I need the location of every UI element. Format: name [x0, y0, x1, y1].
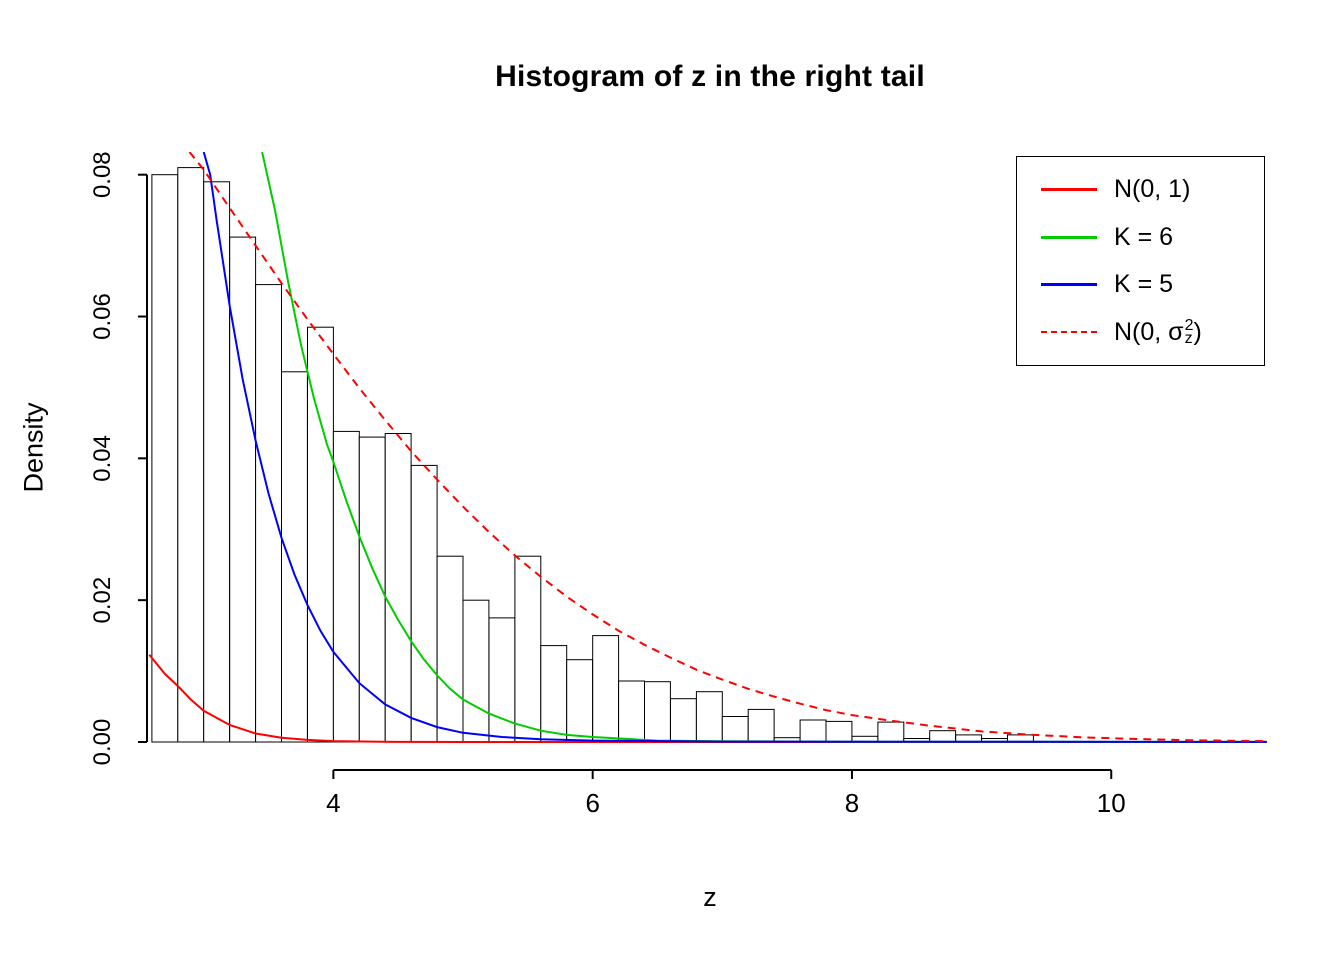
histogram-bar: [929, 730, 957, 743]
chart-title: Histogram of z in the right tail: [495, 60, 925, 93]
histogram-bars: [151, 167, 1034, 743]
legend-line-sample: [1041, 283, 1097, 287]
legend: N(0, 1) K = 6 K = 5 N(0, σ 2 z): [1016, 156, 1265, 366]
histogram-bar: [877, 721, 905, 743]
histogram-bar: [721, 716, 749, 743]
x-axis-tick-label: 4: [326, 788, 340, 818]
curve-k6: [261, 152, 1267, 743]
x-axis-tick-label: 6: [585, 788, 599, 818]
y-axis-tick-label: 0.04: [89, 435, 116, 482]
histogram-bar: [307, 326, 334, 743]
histogram-bar: [384, 433, 412, 743]
legend-line-sample: [1041, 188, 1097, 192]
legend-item: K = 6: [1041, 223, 1264, 252]
histogram-bar: [203, 181, 231, 743]
histogram-bar: [592, 635, 620, 743]
histogram-bar: [358, 436, 386, 743]
histogram-bar: [825, 720, 853, 743]
legend-label: K = 6: [1114, 222, 1174, 251]
histogram-bar: [670, 698, 697, 743]
histogram-bar: [488, 617, 516, 743]
histogram-bar: [644, 681, 671, 743]
curve-n0sigma: [188, 152, 1267, 743]
histogram-bar: [514, 555, 542, 743]
legend-line-sample: [1041, 235, 1097, 239]
y-axis-title: Density: [18, 402, 49, 493]
legend-label: N(0, 1): [1114, 175, 1191, 204]
histogram-bar: [255, 284, 283, 743]
histogram-bar: [177, 167, 205, 743]
legend-item: K = 5: [1041, 270, 1264, 299]
y-axis-tick-label: 0.08: [89, 151, 116, 198]
histogram-bar: [151, 174, 179, 743]
y-axis-tick-label: 0.00: [89, 719, 116, 766]
legend-item: N(0, σ 2 z): [1041, 318, 1264, 347]
curve-k5: [202, 152, 1267, 743]
legend-label: K = 5: [1114, 270, 1174, 299]
histogram-bar: [695, 691, 723, 743]
histogram-bar: [332, 430, 360, 743]
histogram-bar: [540, 645, 568, 743]
x-axis-tick-label: 8: [845, 788, 859, 818]
histogram-bar: [436, 555, 464, 743]
histogram-bar: [462, 599, 490, 743]
curve-n01: [148, 654, 1267, 743]
x-axis-title: z: [703, 882, 717, 912]
histogram-bar: [281, 371, 308, 743]
histogram-bar: [747, 708, 775, 743]
legend-label: N(0, σ 2 z): [1114, 317, 1202, 348]
x-axis-tick-label: 10: [1097, 788, 1126, 818]
y-axis-tick-label: 0.02: [89, 577, 116, 624]
y-axis-tick-label: 0.06: [89, 293, 116, 340]
legend-dashed-line-sample: [1041, 331, 1097, 334]
histogram-bar: [566, 659, 594, 743]
histogram-bar: [410, 464, 438, 743]
histogram-bar: [618, 680, 645, 743]
histogram-bar: [229, 236, 257, 743]
histogram-bar: [799, 719, 827, 743]
legend-item: N(0, 1): [1041, 175, 1264, 204]
